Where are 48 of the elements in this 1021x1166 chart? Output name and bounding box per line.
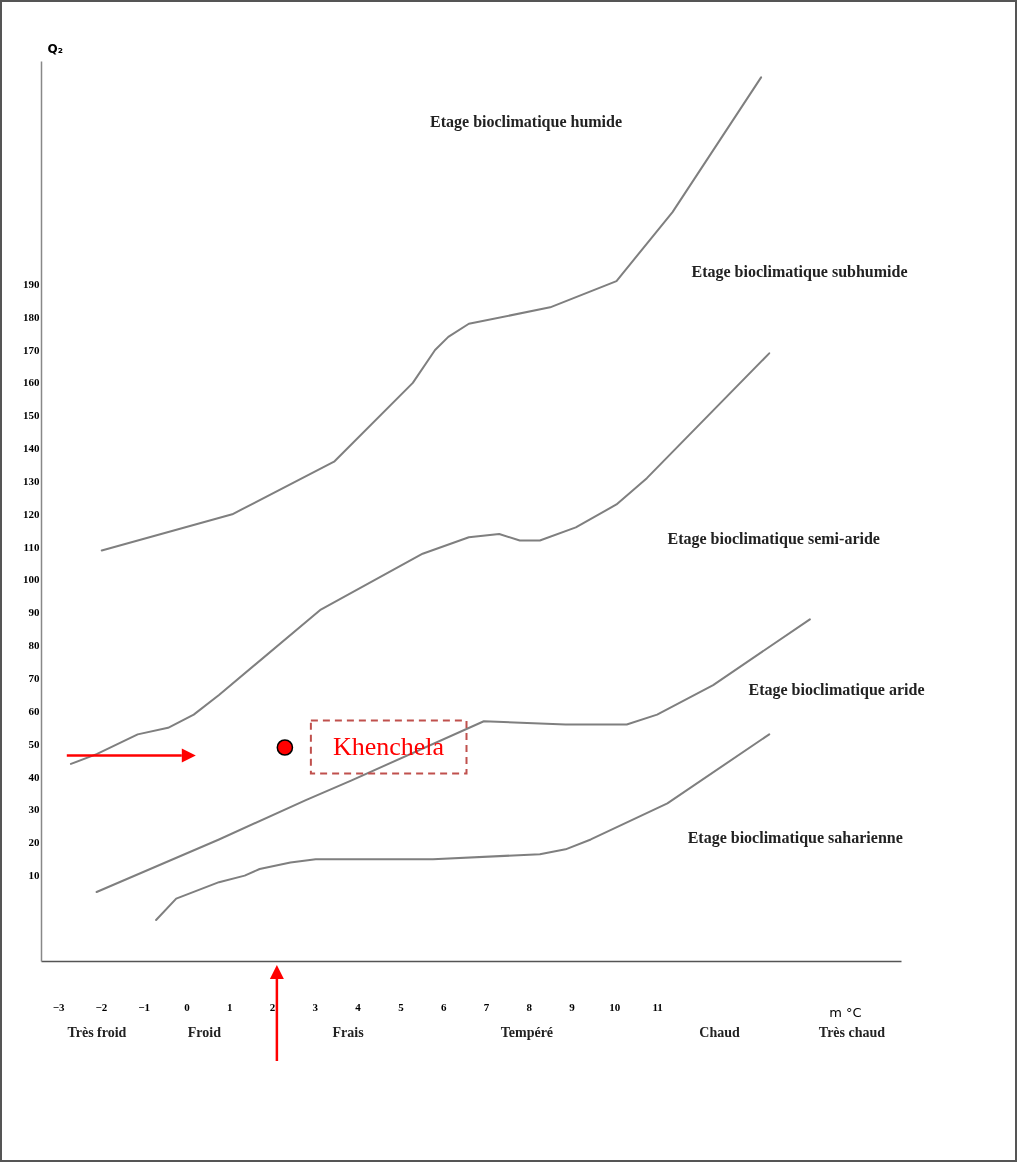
x-tick-label: 1 [227, 1000, 233, 1013]
x-axis-title: m °C [829, 1004, 862, 1020]
y-tick-label: 90 [28, 606, 40, 619]
x-tick-label: −2 [95, 1000, 108, 1013]
y-tick-label: 100 [23, 573, 40, 586]
y-tick-label: 150 [23, 409, 40, 422]
text: Chaud [699, 1025, 740, 1040]
text: Très chaud [818, 1025, 886, 1040]
annotation: Etage bioclimatique aride [748, 681, 925, 700]
text: Tempéré [500, 1025, 554, 1040]
x-tick-label: 9 [569, 1000, 576, 1013]
x-tick-label: 5 [398, 1000, 405, 1013]
y-tick-label: 10 [28, 869, 40, 882]
y-tick-label: 20 [28, 836, 40, 849]
series-label: Khenchela [332, 732, 445, 762]
annotation: Etage bioclimatique subhumide [691, 262, 908, 281]
x-tick-label: 2 [269, 1000, 276, 1013]
annotation: Etage bioclimatique humide [430, 113, 623, 132]
y-tick-label: 80 [28, 639, 40, 652]
y-tick-label: 50 [28, 737, 40, 750]
y-tick-label: 70 [28, 672, 40, 685]
y-tick-label: 120 [23, 507, 40, 520]
x-tick-label: −3 [52, 1000, 65, 1013]
y-tick-label: 30 [28, 803, 40, 816]
x-tick-label: 4 [355, 1000, 362, 1013]
x-tick-label: 10 [609, 1000, 621, 1013]
y-tick-label: 170 [23, 343, 40, 356]
x-tick-label: 11 [652, 1000, 663, 1013]
x-tick-label: −1 [138, 1000, 151, 1013]
annotation: Etage bioclimatique saharienne [687, 828, 903, 847]
y-tick-label: 40 [28, 770, 40, 783]
x-tick-label: 0 [184, 1000, 191, 1013]
x-tick-label: 6 [440, 1000, 447, 1013]
x-tick-label: 7 [483, 1000, 490, 1013]
y-tick-label: 60 [28, 704, 40, 717]
y-tick-label: 130 [23, 474, 40, 487]
text: Très froid [67, 1025, 127, 1040]
y-tick-label: 160 [23, 376, 40, 389]
x-tick-label: 8 [526, 1000, 533, 1013]
y-tick-label: 190 [23, 277, 40, 290]
annotation: Etage bioclimatique semi-aride [667, 529, 880, 548]
y-tick-label: 110 [23, 540, 40, 553]
text: Frais [332, 1025, 365, 1040]
x-tick-label: 3 [312, 1000, 319, 1013]
y-axis-title: Q₂ [47, 41, 63, 56]
text: Froid [187, 1025, 222, 1040]
y-tick-label: 180 [23, 310, 40, 323]
y-tick-label: 140 [23, 442, 40, 455]
